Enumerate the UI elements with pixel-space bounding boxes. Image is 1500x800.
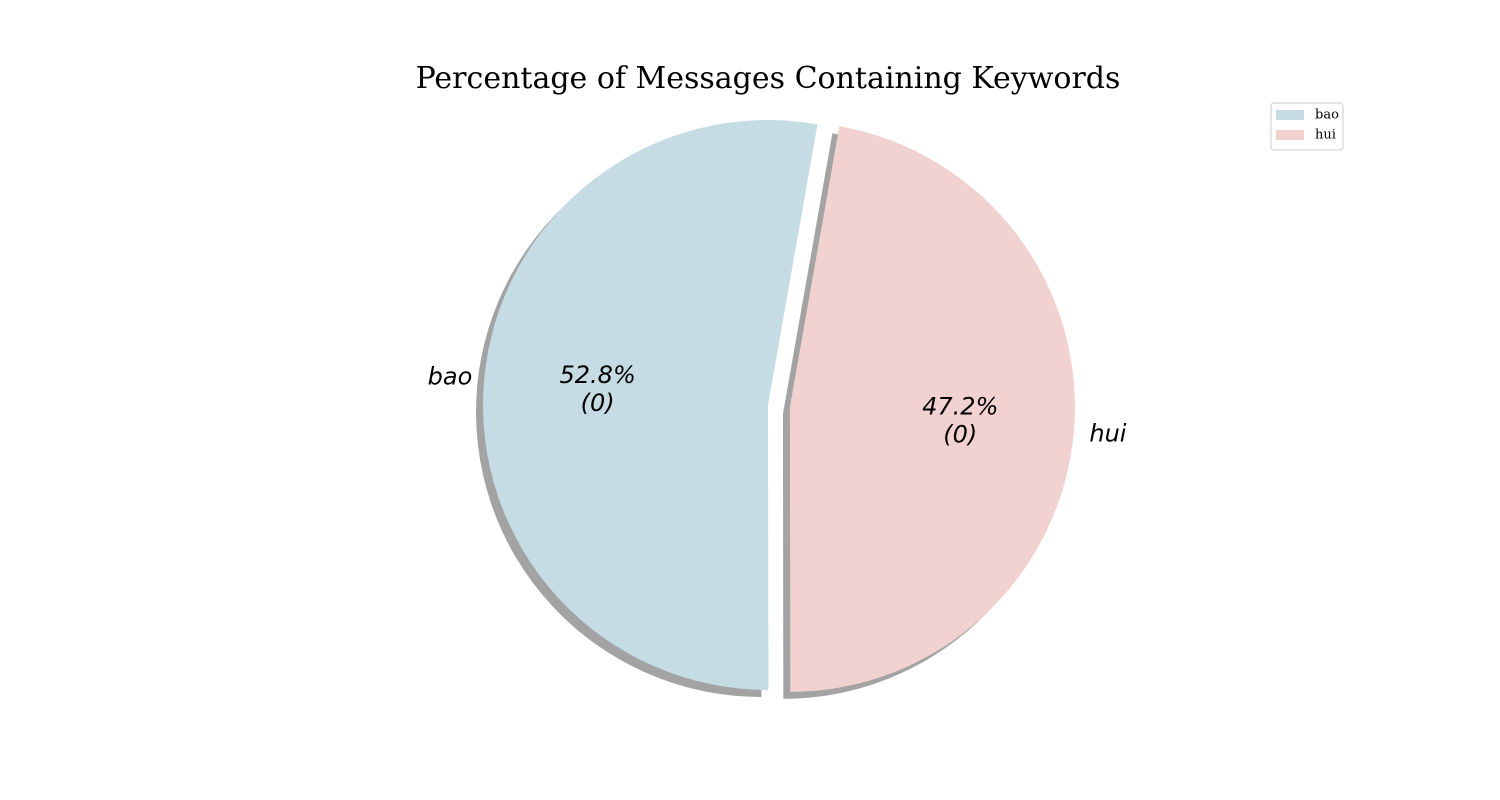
legend-swatch-hui [1276, 130, 1304, 140]
slice-label-hui: hui [1089, 420, 1126, 448]
legend: bao hui [1270, 102, 1344, 151]
legend-label-bao: bao [1315, 108, 1339, 123]
legend-label-hui: hui [1315, 128, 1336, 143]
slice-label-bao: bao [428, 362, 473, 390]
pie-slice-hui [789, 126, 1075, 692]
slice-percent-hui: 47.2% [922, 393, 998, 421]
slice-percent-bao: 52.8% [560, 361, 636, 389]
pie-slices [482, 119, 1075, 692]
legend-swatch-bao [1276, 110, 1304, 120]
chart-title: Percentage of Messages Containing Keywor… [416, 61, 1121, 96]
slice-count-bao: (0) [581, 389, 615, 417]
pie-slice-bao [482, 119, 818, 690]
slice-count-hui: (0) [943, 421, 977, 449]
